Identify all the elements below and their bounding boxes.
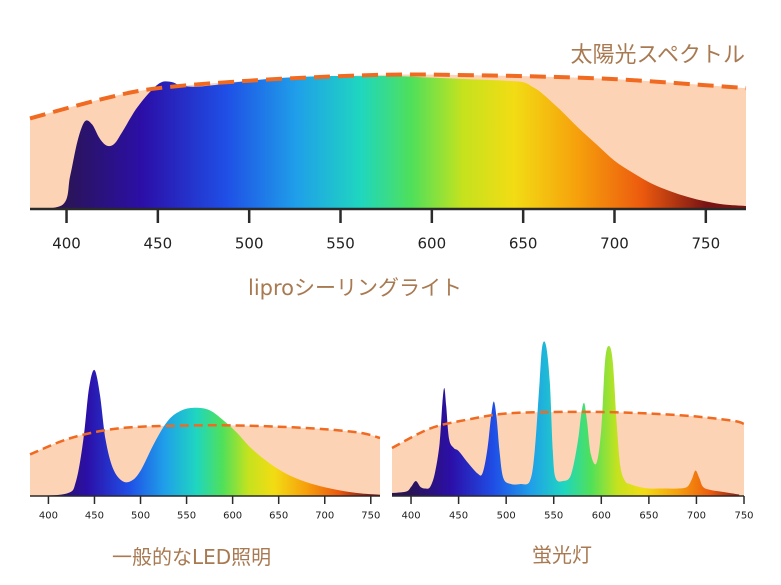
- light-spectrum-area: [30, 369, 380, 496]
- led-chart-title: 一般的なLED照明: [112, 545, 272, 569]
- x-tick-label-600: 600: [592, 511, 611, 522]
- sun-spectrum-line: [391, 410, 745, 450]
- x-tick-label-550: 550: [177, 511, 196, 522]
- x-tick-label-650: 650: [639, 511, 658, 522]
- x-tick-label-400: 400: [401, 511, 420, 522]
- x-tick-label-700: 700: [315, 511, 334, 522]
- x-tick-label-500: 500: [235, 234, 264, 252]
- chart-panel-1: 400 450 500 550 600 650 700 750: [29, 72, 747, 252]
- fluorescent-chart-title: 蛍光灯: [532, 543, 592, 567]
- sun-spectrum-line: [29, 424, 381, 456]
- x-tick-label-750: 750: [734, 511, 753, 522]
- chart-panel-2: 400 450 500 550 600 650 700 750: [29, 369, 381, 522]
- x-tick-label-600: 600: [223, 511, 242, 522]
- x-tick-label-500: 500: [497, 511, 516, 522]
- x-tick-label-600: 600: [418, 234, 447, 252]
- lipro-chart-title: liproシーリングライト: [248, 276, 463, 300]
- x-tick-label-750: 750: [691, 234, 720, 252]
- sun-spectrum-line: [29, 72, 747, 121]
- chart-panel-3: 400 450 500 550 600 650 700 750: [391, 341, 754, 522]
- x-tick-label-450: 450: [144, 234, 173, 252]
- x-tick-label-500: 500: [131, 511, 150, 522]
- x-tick-label-450: 450: [85, 511, 104, 522]
- light-spectrum-area: [30, 76, 746, 209]
- x-tick-label-550: 550: [544, 511, 563, 522]
- x-tick-label-700: 700: [687, 511, 706, 522]
- x-tick-label-650: 650: [269, 511, 288, 522]
- x-tick-label-400: 400: [39, 511, 58, 522]
- sun-spectrum-label: 太陽光スペクトル: [570, 43, 745, 68]
- x-tick-label-700: 700: [600, 234, 629, 252]
- x-tick-label-450: 450: [449, 511, 468, 522]
- sun-spectrum-area: [392, 411, 744, 496]
- x-tick-label-400: 400: [52, 234, 81, 252]
- x-tick-label-650: 650: [509, 234, 538, 252]
- x-tick-label-750: 750: [361, 511, 380, 522]
- x-tick-label-550: 550: [326, 234, 355, 252]
